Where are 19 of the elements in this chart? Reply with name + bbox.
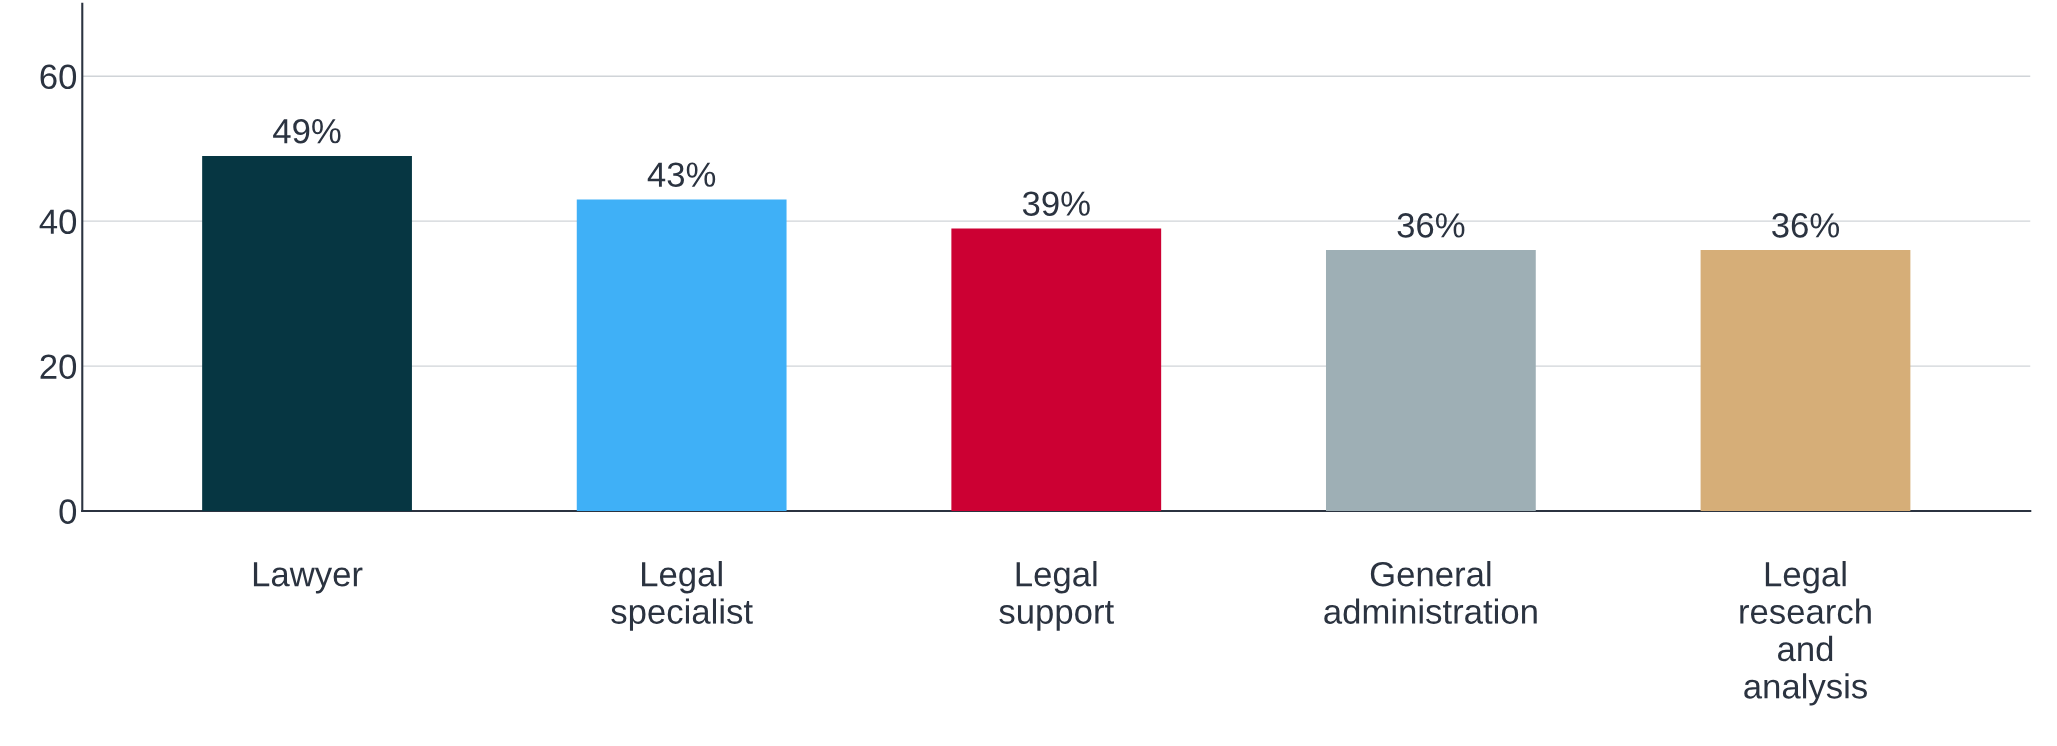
y-tick-label: 0 <box>59 499 77 524</box>
data-label: 43% <box>647 162 716 187</box>
y-tick-label: 60 <box>40 64 77 90</box>
x-tick-label: General administration <box>1324 561 1537 624</box>
x-tick-label: Lawyer <box>253 562 363 594</box>
x-tick-label: Legal support <box>999 561 1114 631</box>
bar <box>951 228 1162 512</box>
data-label: 39% <box>1022 191 1090 216</box>
y-tick-label: 20 <box>40 354 77 379</box>
x-tick-label: Legal research and analysis <box>1740 561 1871 706</box>
data-label: 36% <box>1397 213 1465 238</box>
bar <box>1325 250 1536 512</box>
bar <box>1700 250 1911 512</box>
bar <box>576 199 787 512</box>
data-label: 36% <box>1772 213 1840 238</box>
y-tick-label: 40 <box>39 209 77 235</box>
x-tick-label: Legal specialist <box>611 561 753 631</box>
bar <box>202 155 412 512</box>
data-label: 49% <box>273 118 341 144</box>
